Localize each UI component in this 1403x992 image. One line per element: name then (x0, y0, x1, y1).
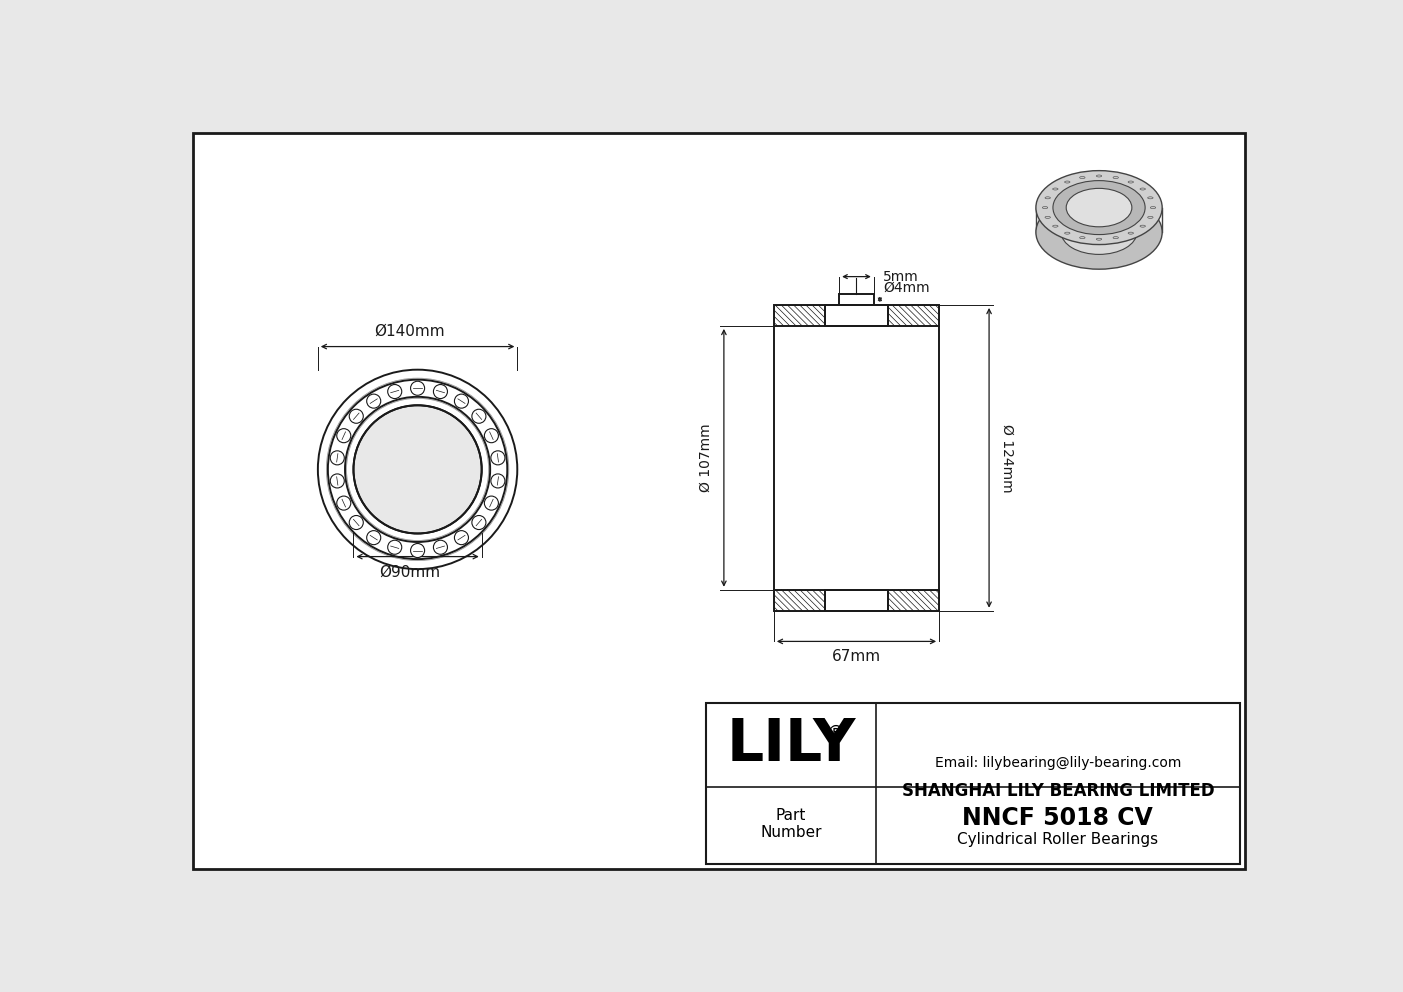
Bar (774, 326, 939, 589)
Ellipse shape (1096, 238, 1101, 240)
Text: SHANGHAI LILY BEARING LIMITED: SHANGHAI LILY BEARING LIMITED (902, 783, 1214, 801)
Circle shape (387, 541, 401, 555)
Bar (825, 306, 888, 326)
Bar (825, 589, 888, 611)
Circle shape (484, 429, 498, 442)
Circle shape (349, 516, 363, 530)
Text: ®: ® (826, 723, 845, 741)
Text: Ø90mm: Ø90mm (379, 564, 441, 579)
Text: Part
Number: Part Number (760, 807, 822, 840)
Circle shape (411, 544, 425, 558)
Ellipse shape (1045, 216, 1051, 218)
Circle shape (434, 541, 448, 555)
Bar (774, 589, 939, 611)
Ellipse shape (1141, 188, 1145, 190)
Text: LILY: LILY (727, 716, 856, 773)
Ellipse shape (1150, 206, 1156, 208)
Bar (839, 294, 874, 306)
Circle shape (484, 496, 498, 510)
Ellipse shape (1128, 181, 1134, 184)
Circle shape (471, 410, 485, 424)
Circle shape (434, 385, 448, 399)
Circle shape (318, 370, 518, 569)
Text: Ø140mm: Ø140mm (375, 323, 445, 339)
Ellipse shape (1042, 206, 1048, 208)
Ellipse shape (1141, 225, 1145, 227)
Circle shape (354, 406, 481, 534)
Ellipse shape (1061, 210, 1136, 254)
Circle shape (491, 450, 505, 465)
Ellipse shape (1128, 232, 1134, 234)
Ellipse shape (1148, 216, 1153, 218)
Ellipse shape (1080, 177, 1085, 179)
Circle shape (455, 531, 469, 545)
Circle shape (366, 531, 380, 545)
Text: NNCF 5018 CV: NNCF 5018 CV (962, 806, 1153, 830)
Ellipse shape (1113, 177, 1118, 179)
Ellipse shape (1052, 181, 1145, 234)
Bar (706, 702, 1240, 864)
Circle shape (471, 516, 485, 530)
Ellipse shape (1080, 237, 1085, 239)
Circle shape (330, 474, 344, 488)
Text: 5mm: 5mm (882, 270, 919, 284)
Circle shape (349, 410, 363, 424)
Bar (774, 306, 939, 326)
Circle shape (337, 429, 351, 442)
Ellipse shape (1035, 195, 1162, 269)
Bar (774, 306, 939, 611)
Ellipse shape (1052, 188, 1058, 190)
Text: Email: lilybearing@lily-bearing.com: Email: lilybearing@lily-bearing.com (934, 756, 1181, 770)
Text: Ø 107mm: Ø 107mm (699, 424, 713, 492)
Ellipse shape (1035, 171, 1162, 245)
Text: Ø 124mm: Ø 124mm (1000, 424, 1014, 492)
Circle shape (491, 474, 505, 488)
Circle shape (366, 394, 380, 408)
Ellipse shape (1096, 175, 1101, 177)
Ellipse shape (1148, 196, 1153, 198)
Ellipse shape (1113, 237, 1118, 239)
Text: 67mm: 67mm (832, 649, 881, 664)
Ellipse shape (1052, 225, 1058, 227)
Ellipse shape (1065, 181, 1070, 184)
Bar (774, 306, 939, 611)
Ellipse shape (1065, 232, 1070, 234)
Circle shape (455, 394, 469, 408)
Text: Ø4mm: Ø4mm (882, 281, 930, 295)
Ellipse shape (1045, 196, 1051, 198)
Circle shape (330, 450, 344, 465)
Circle shape (337, 496, 351, 510)
Text: Cylindrical Roller Bearings: Cylindrical Roller Bearings (957, 832, 1159, 847)
Circle shape (387, 385, 401, 399)
Ellipse shape (1066, 188, 1132, 227)
Circle shape (411, 381, 425, 395)
